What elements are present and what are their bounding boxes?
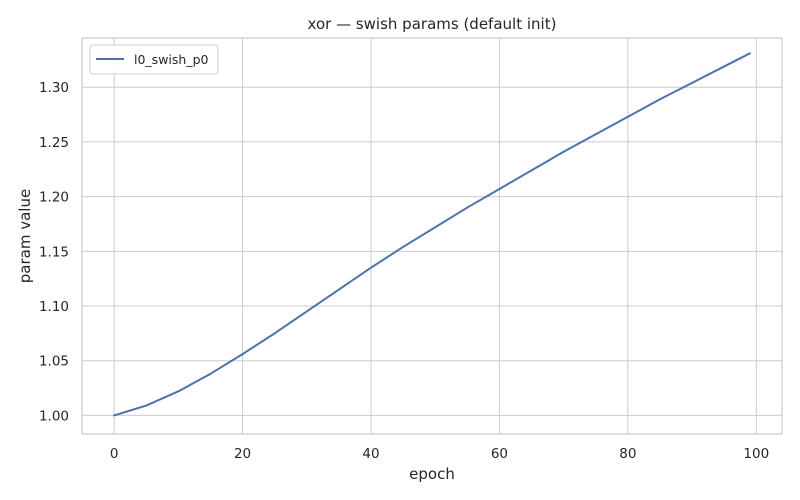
y-tick-label: 1.00: [39, 408, 69, 424]
x-tick-label: 20: [234, 446, 251, 462]
x-axis-label: epoch: [409, 465, 455, 483]
legend: l0_swish_p0: [89, 44, 219, 75]
x-tick-label: 80: [619, 446, 636, 462]
series-layer: [113, 52, 751, 417]
legend-label: l0_swish_p0: [134, 52, 209, 67]
legend-box: [89, 44, 219, 75]
x-tick-label: 100: [743, 446, 769, 462]
y-tick-label: 1.05: [39, 354, 69, 370]
y-axis-label: param value: [16, 189, 34, 283]
x-tick-label: 0: [110, 446, 119, 462]
x-tick-label: 60: [491, 446, 508, 462]
plot-area: [81, 37, 783, 435]
y-tick-label: 1.10: [39, 299, 69, 315]
x-grid: [113, 38, 757, 434]
y-grid: [82, 86, 782, 416]
x-tick-label: 40: [362, 446, 379, 462]
series-line: [113, 52, 751, 417]
y-tick-label: 1.25: [39, 135, 69, 151]
y-tick-label: 1.15: [39, 244, 69, 260]
y-tick-labels: 1.00 1.05 1.10 1.15 1.20 1.25 1.30: [39, 80, 69, 424]
x-tick-labels: 0 20 40 60 80 100: [110, 446, 769, 462]
chart-title: xor — swish params (default init): [308, 15, 557, 33]
y-tick-label: 1.20: [39, 190, 69, 206]
y-tick-label: 1.30: [39, 80, 69, 96]
